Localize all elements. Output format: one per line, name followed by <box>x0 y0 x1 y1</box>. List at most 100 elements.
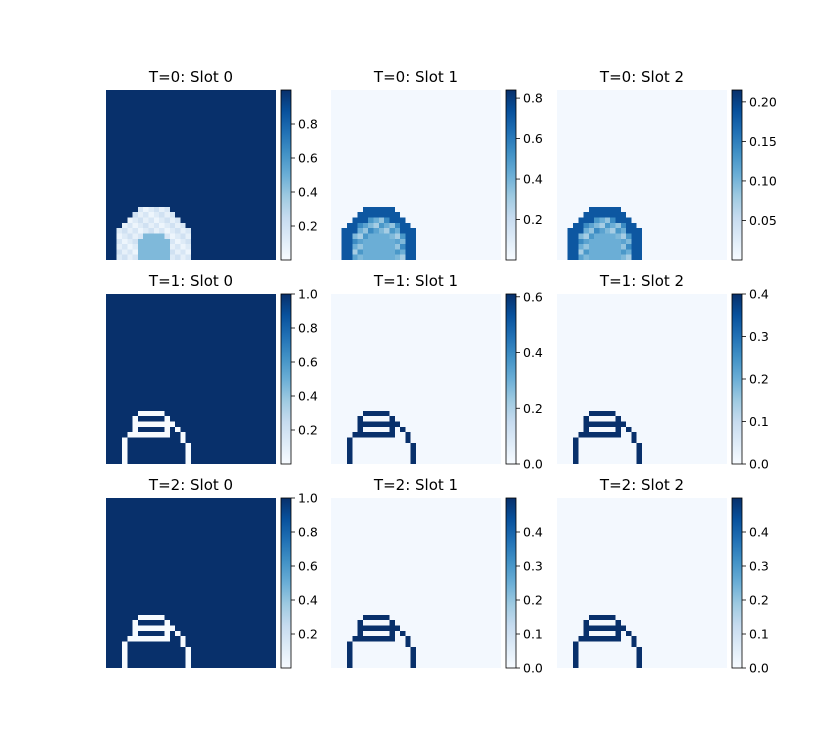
heatmap-cell <box>721 105 728 112</box>
heatmap-cell <box>394 299 401 305</box>
heatmap-cell <box>260 432 266 438</box>
heatmap-cell <box>410 352 417 358</box>
heatmap-cell <box>341 164 348 170</box>
heatmap-cell <box>191 121 197 128</box>
heatmap-cell <box>249 325 255 332</box>
heatmap-cell <box>384 315 390 321</box>
heatmap-cell <box>346 421 353 427</box>
heatmap-cell <box>238 309 245 316</box>
heatmap-cell <box>447 325 454 332</box>
heatmap-cell <box>254 127 261 133</box>
heatmap-cell <box>106 331 112 337</box>
heatmap-cell <box>495 294 502 300</box>
heatmap-cell <box>153 432 160 438</box>
heatmap-cell <box>604 249 611 255</box>
heatmap-cell <box>180 180 186 186</box>
heatmap-cell <box>716 116 722 123</box>
heatmap-cell <box>490 309 496 316</box>
heatmap-cell <box>260 294 266 300</box>
heatmap-cell <box>233 212 239 218</box>
heatmap-cell <box>368 357 374 364</box>
heatmap-cell <box>265 254 271 261</box>
heatmap-cell <box>394 148 401 154</box>
heatmap-cell <box>249 233 255 239</box>
heatmap-cell <box>127 442 133 449</box>
heatmap-cell <box>490 127 496 133</box>
heatmap-cell <box>244 116 250 123</box>
heatmap-cell <box>479 379 486 385</box>
heatmap-cell <box>652 244 659 250</box>
heatmap-cell <box>562 153 568 160</box>
heatmap-cell <box>153 373 160 380</box>
heatmap-cell <box>244 127 250 133</box>
heatmap-cell <box>711 148 717 154</box>
heatmap-cell <box>249 185 255 192</box>
colorbar-tick-label: 0.15 <box>749 134 777 149</box>
heatmap-cell <box>626 121 632 128</box>
heatmap-cell <box>594 121 600 128</box>
colorbar-tick-label: 0.4 <box>298 185 318 200</box>
heatmap-cell <box>132 384 139 390</box>
heatmap-cell <box>453 90 459 96</box>
heatmap-cell <box>469 111 475 117</box>
heatmap-cell <box>421 164 427 170</box>
heatmap-cell <box>485 394 491 401</box>
heatmap-cell <box>583 95 590 101</box>
heatmap-cell <box>153 217 160 223</box>
heatmap-cell <box>705 201 712 208</box>
heatmap-cell <box>700 105 706 112</box>
heatmap-cell <box>485 249 491 255</box>
heatmap-cell <box>212 294 218 300</box>
heatmap-cell <box>410 249 417 255</box>
heatmap-cell <box>469 389 475 396</box>
heatmap-cell <box>336 336 342 342</box>
heatmap-cell <box>447 100 454 107</box>
heatmap-cell <box>384 159 390 165</box>
heatmap-cell <box>567 100 574 107</box>
heatmap-cell <box>705 175 712 181</box>
heatmap-cell <box>201 331 208 337</box>
heatmap-cell <box>378 185 385 192</box>
heatmap-cell <box>137 159 144 165</box>
heatmap-cell <box>222 421 229 427</box>
heatmap-cell <box>116 95 123 101</box>
heatmap-cell <box>212 153 218 160</box>
heatmap-cell <box>175 111 181 117</box>
heatmap-cell <box>642 254 648 261</box>
heatmap-cell <box>148 416 154 422</box>
heatmap-cell <box>615 111 621 117</box>
heatmap-cell <box>196 325 202 332</box>
heatmap-cell <box>196 100 202 107</box>
heatmap-cell <box>249 400 255 406</box>
heatmap-cell <box>164 159 170 165</box>
heatmap-cell <box>695 196 701 202</box>
heatmap-cell <box>416 432 422 438</box>
heatmap-cell <box>410 341 417 348</box>
heatmap-cell <box>485 111 491 117</box>
heatmap-cell <box>362 368 369 374</box>
heatmap-cell <box>458 352 464 358</box>
heatmap-cell <box>148 336 154 342</box>
heatmap-cell <box>212 185 218 192</box>
heatmap-cell <box>368 410 374 417</box>
heatmap-cell <box>254 368 261 374</box>
heatmap-cell <box>394 169 401 176</box>
heatmap-cell <box>206 442 213 449</box>
heatmap-cell <box>175 400 181 406</box>
heatmap-cell <box>270 244 277 250</box>
heatmap-cell <box>431 373 438 380</box>
heatmap-cell <box>469 105 475 112</box>
heatmap-cell <box>721 95 728 101</box>
heatmap-cell <box>431 304 438 311</box>
heatmap-cell <box>249 254 255 261</box>
heatmap-cell <box>331 315 337 321</box>
heatmap-cell <box>222 190 229 197</box>
heatmap-cell <box>352 299 358 305</box>
heatmap-cell <box>238 238 245 245</box>
heatmap-cell <box>132 121 139 128</box>
heatmap-cell <box>116 233 123 239</box>
heatmap-cell <box>346 379 353 385</box>
heatmap-cell <box>169 111 176 117</box>
heatmap-cell <box>431 389 438 396</box>
heatmap-cell <box>159 222 165 229</box>
